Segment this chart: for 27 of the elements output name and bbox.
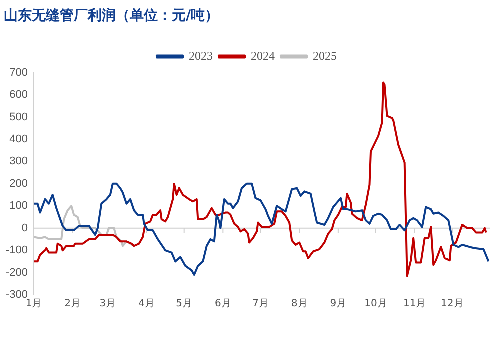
y-tick-label: 700 (10, 66, 28, 79)
x-tick-label: 12月 (441, 298, 464, 310)
x-tick-label: 5月 (176, 298, 193, 310)
x-tick-label: 1月 (26, 298, 42, 310)
x-tick-label: 4月 (138, 298, 155, 310)
y-tick-label: 200 (10, 178, 28, 190)
x-tick-label: 10月 (364, 298, 388, 310)
y-tick-label: -100 (6, 244, 28, 257)
y-tick-label: 500 (10, 111, 28, 124)
y-tick-label: 0 (22, 222, 28, 234)
x-tick-label: 3月 (100, 298, 116, 310)
x-tick-label: 2月 (64, 298, 82, 310)
x-tick-label: 11月 (403, 298, 426, 310)
x-tick-label: 6月 (214, 298, 232, 310)
legend-label: 2024 (251, 48, 275, 63)
y-tick-label: -200 (6, 266, 28, 279)
y-tick-label: 300 (10, 156, 28, 168)
x-tick-label: 7月 (252, 298, 269, 310)
y-tick-label: -300 (6, 289, 28, 302)
x-tick-label: 8月 (291, 298, 308, 310)
y-tick-label: 400 (10, 133, 28, 146)
x-tick-label: 9月 (330, 298, 347, 310)
y-tick-label: 100 (10, 200, 28, 212)
legend-label: 2023 (189, 48, 213, 63)
chart-title: 山东无缝管厂利润（单位：元/吨） (4, 7, 220, 24)
legend-label: 2025 (313, 48, 337, 63)
y-tick-label: 600 (10, 89, 28, 102)
